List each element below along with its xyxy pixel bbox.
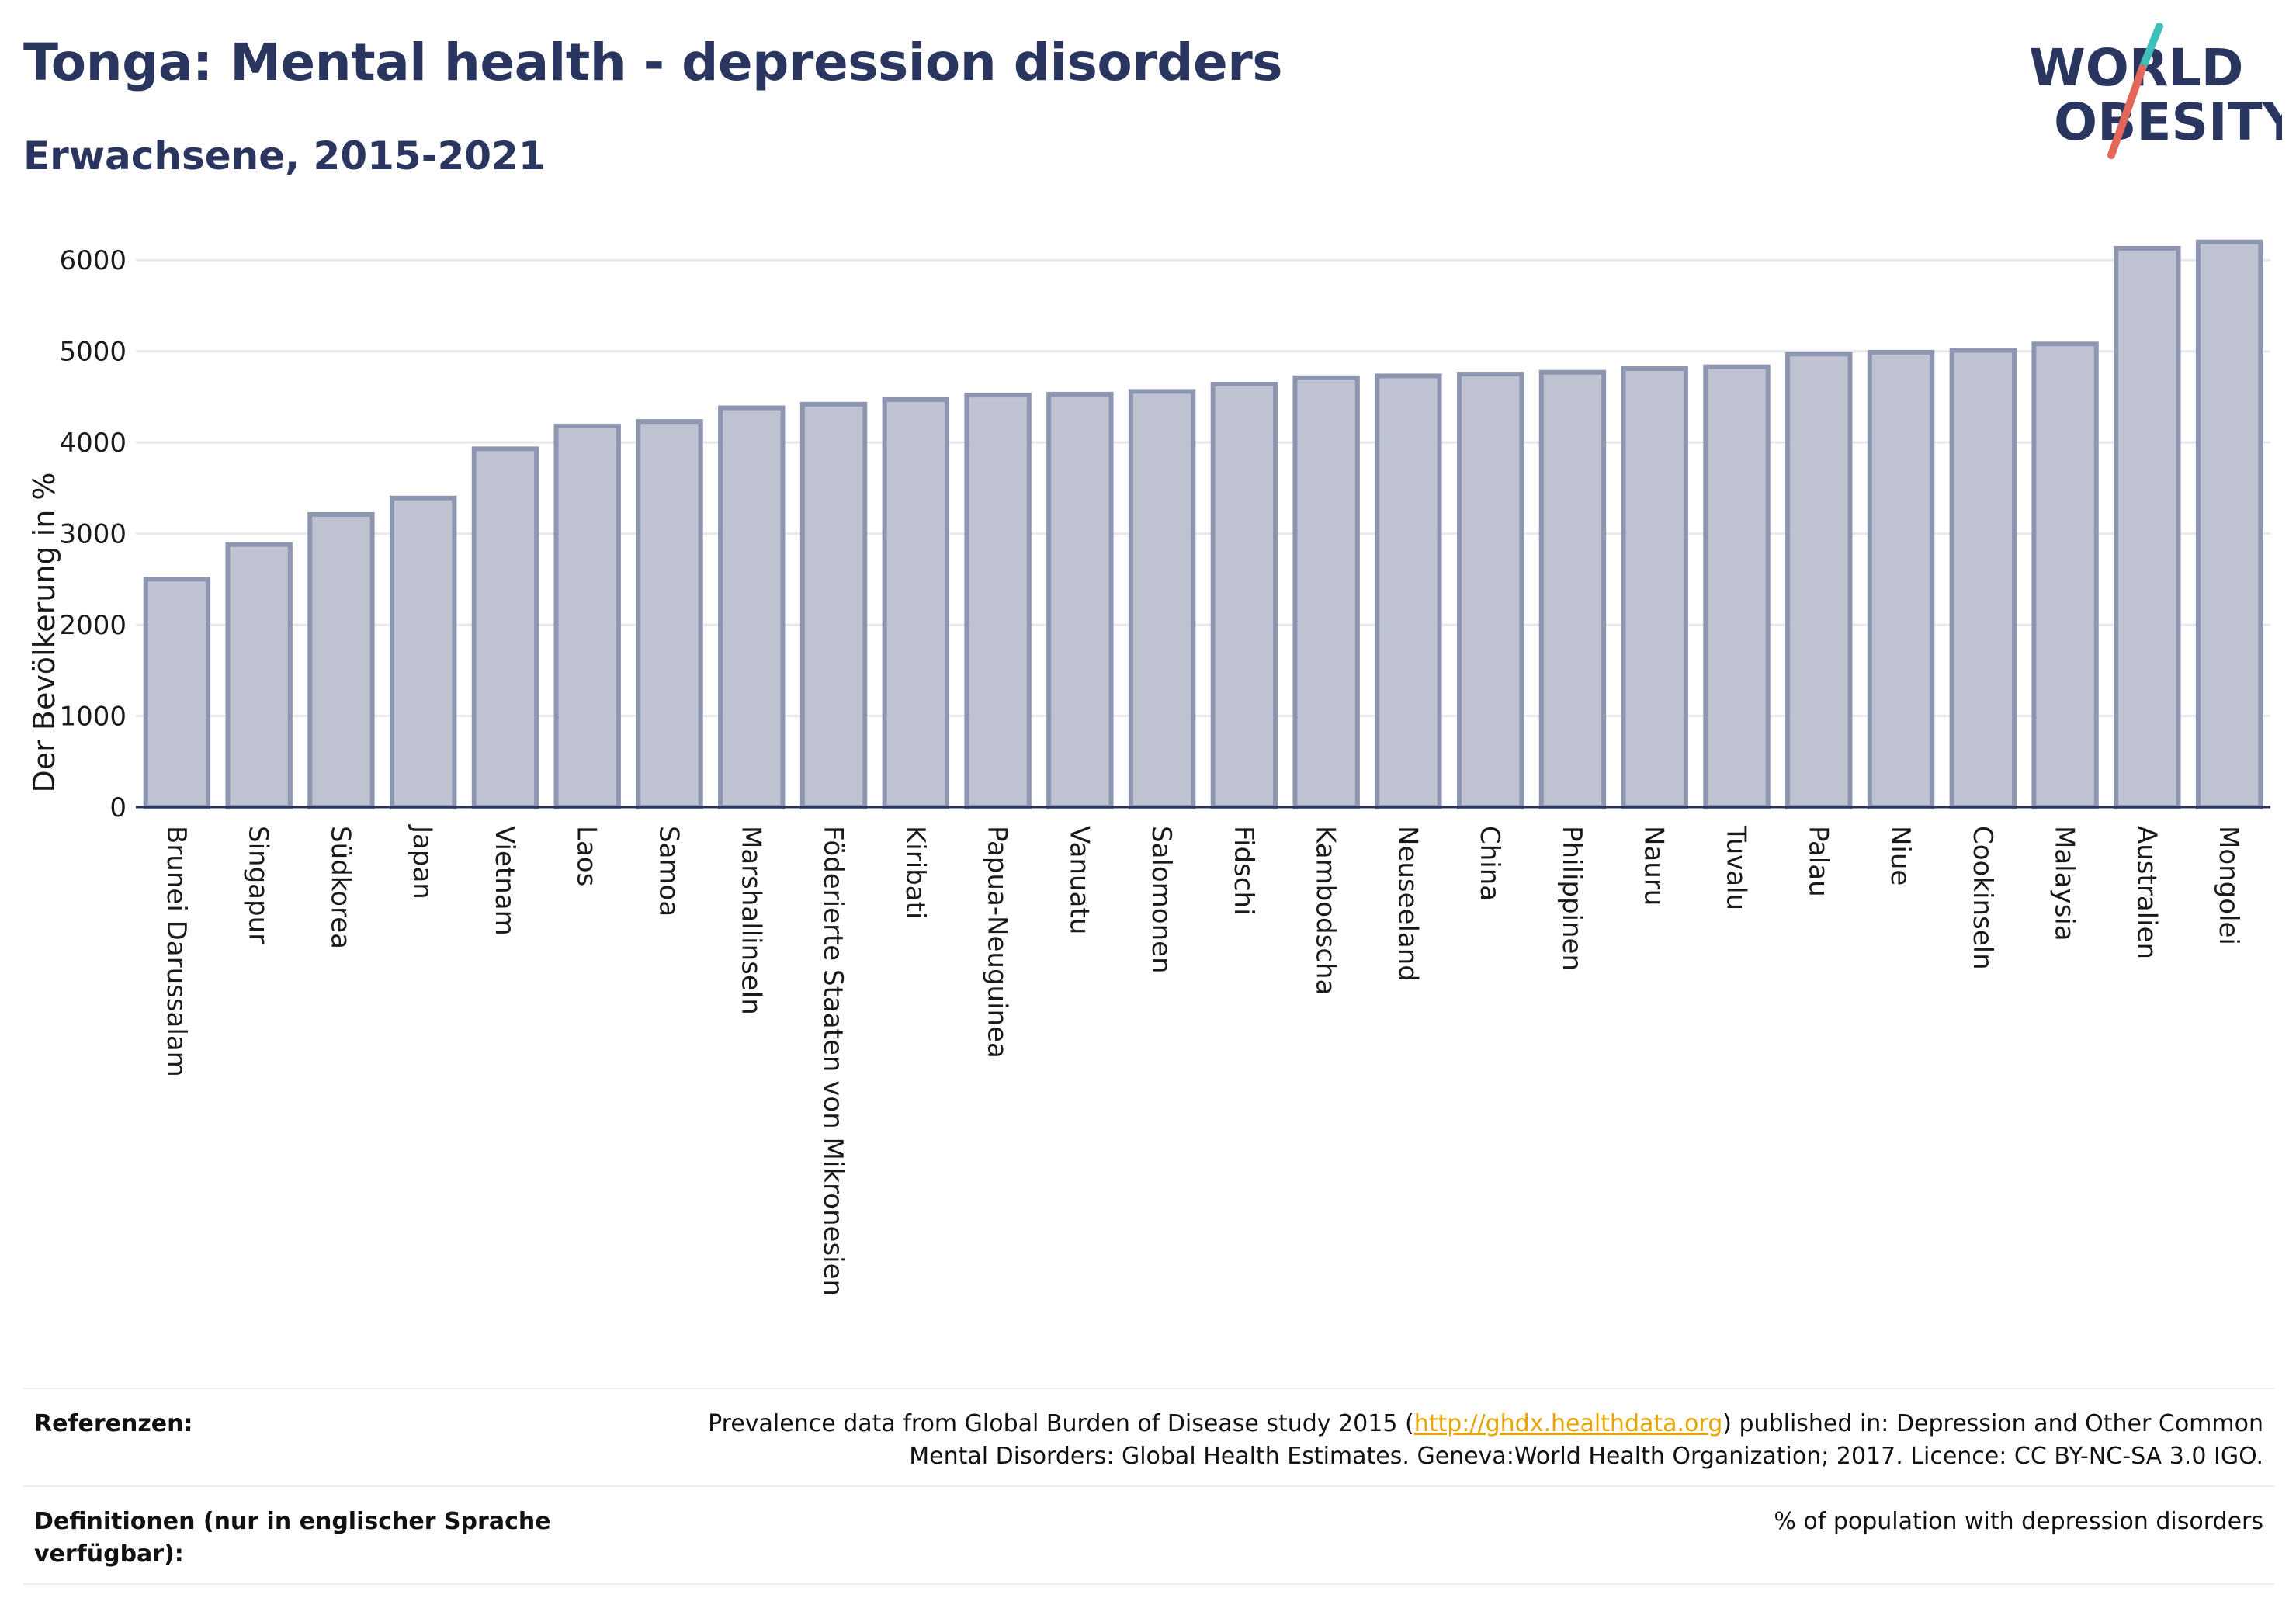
references-text: Prevalence data from Global Burden of Di…: [633, 1408, 2263, 1485]
bar[interactable]: [636, 419, 703, 809]
logo-line-2: OBESITY: [2054, 92, 2282, 152]
x-tick-label: Kambodscha: [1310, 826, 1341, 995]
x-tick-label: Papua-Neuguinea: [982, 826, 1013, 1059]
x-tick-label: China: [1474, 826, 1505, 901]
bar-chart: 0 1000 2000 3000 4000 5000 6000 Brunei Darussal…: [27, 239, 2270, 1296]
chart-title: Tonga: Mental health - depression disord…: [23, 33, 1283, 92]
world-obesity-logo: WORLD OBESITY: [2029, 23, 2282, 159]
y-tick-label: 2000: [59, 610, 127, 641]
references-label: Referenzen:: [34, 1410, 193, 1437]
bar[interactable]: [1703, 364, 1771, 809]
bar[interactable]: [307, 511, 375, 809]
y-tick-label: 4000: [59, 428, 127, 459]
bar[interactable]: [553, 424, 621, 809]
bar[interactable]: [1210, 381, 1278, 809]
x-tick-label: Australien: [2131, 826, 2162, 959]
bar[interactable]: [1375, 373, 1442, 809]
bar[interactable]: [1867, 349, 1935, 810]
chart-subtitle: Erwachsene, 2015-2021: [23, 133, 546, 178]
bar[interactable]: [1538, 369, 1607, 809]
x-tick-label: Niue: [1885, 826, 1916, 886]
bar[interactable]: [1292, 375, 1360, 809]
references-row: Referenzen: Prevalence data from Global …: [23, 1388, 2274, 1485]
x-tick-label: Vietnam: [489, 826, 520, 936]
bar[interactable]: [225, 542, 293, 809]
x-tick-label: Salomonen: [1146, 826, 1177, 974]
logo-slash-red: [2107, 64, 2146, 159]
y-tick-label: 5000: [59, 337, 127, 368]
x-tick-label: Mongolei: [2213, 826, 2244, 945]
definitions-text: % of population with depression disorder…: [1774, 1508, 2263, 1535]
axes: 0 1000 2000 3000 4000 5000 6000 Brunei Darussal…: [59, 245, 2270, 1296]
x-tick-label: Südkorea: [324, 826, 355, 949]
x-tick-label: Cookinseln: [1967, 826, 1998, 970]
x-tick-label: Föderierte Staaten von Mikronesien: [817, 826, 848, 1296]
bar[interactable]: [1785, 352, 1853, 809]
bar[interactable]: [1457, 372, 1524, 810]
definitions-label: Definitionen (nur in englischer Sprache …: [34, 1508, 551, 1568]
bar[interactable]: [2031, 341, 2099, 810]
bar[interactable]: [964, 393, 1032, 810]
x-tick-label: Neuseeland: [1392, 826, 1423, 982]
y-axis-label: Der Bevölkerung in %: [27, 473, 61, 793]
bar[interactable]: [718, 405, 786, 809]
bar[interactable]: [390, 495, 457, 809]
y-tick-label: 1000: [59, 702, 127, 733]
x-tick-label: Palau: [1802, 826, 1833, 897]
x-tick-label: Vanuatu: [1063, 826, 1094, 934]
x-tick-label: Marshallinseln: [735, 826, 766, 1015]
references-pre: Prevalence data from Global Burden of Di…: [708, 1410, 1414, 1437]
x-tick-label: Brunei Darussalam: [161, 826, 192, 1077]
x-tick-label: Laos: [571, 826, 602, 886]
bar[interactable]: [143, 577, 211, 809]
logo-slash-teal: [2138, 23, 2163, 72]
references-post: ) published in: Depression and Other Com…: [909, 1410, 2263, 1470]
y-tick-label: 6000: [59, 245, 127, 276]
y-tick-label: 3000: [59, 519, 127, 550]
y-tick-label: 0: [109, 792, 127, 823]
x-tick-label: Kiribati: [900, 826, 931, 919]
x-tick-label: Malaysia: [2049, 826, 2080, 941]
bar[interactable]: [471, 446, 539, 809]
bar[interactable]: [799, 401, 868, 810]
bar[interactable]: [1128, 389, 1196, 809]
definitions-row: Definitionen (nur in englischer Sprache …: [23, 1485, 2274, 1585]
bar[interactable]: [1621, 366, 1688, 809]
x-tick-label: Tuvalu: [1721, 825, 1752, 910]
footer: Referenzen: Prevalence data from Global …: [23, 1388, 2274, 1585]
bars: [143, 239, 2263, 810]
x-tick-label: Samoa: [654, 826, 685, 917]
bar[interactable]: [1949, 348, 2017, 809]
x-tick-label: Philippinen: [1556, 826, 1587, 971]
references-link[interactable]: http://ghdx.healthdata.org: [1413, 1410, 1723, 1437]
x-tick-label: Singapur: [243, 826, 274, 944]
bar[interactable]: [2114, 245, 2181, 809]
x-tick-label: Japan: [407, 824, 438, 899]
x-tick-label: Fidschi: [1228, 826, 1259, 916]
bar[interactable]: [2195, 239, 2263, 809]
bar[interactable]: [1046, 391, 1114, 809]
x-tick-label: Nauru: [1639, 826, 1670, 906]
bar[interactable]: [882, 397, 949, 809]
